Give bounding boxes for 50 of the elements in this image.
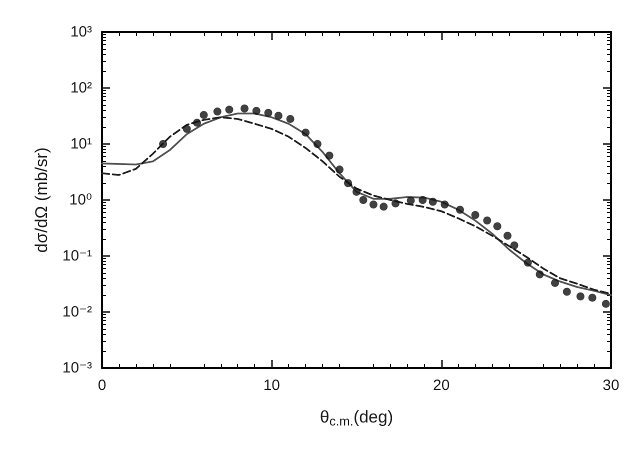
point — [200, 110, 208, 119]
point — [274, 112, 282, 120]
point — [302, 128, 310, 137]
point — [264, 108, 272, 117]
x-tick-label: 30 — [602, 377, 620, 394]
y-tick-label: 10⁰ — [69, 192, 92, 208]
y-tick-label: 10⁻² — [62, 304, 92, 320]
point — [325, 152, 334, 160]
point — [602, 300, 610, 308]
point — [369, 200, 378, 209]
point — [252, 106, 260, 115]
point — [551, 278, 560, 287]
x-tick-label: 0 — [98, 377, 106, 394]
point — [576, 292, 584, 300]
y-tick-label: 10² — [70, 80, 92, 96]
point — [225, 106, 234, 114]
point — [240, 104, 249, 113]
point — [213, 108, 222, 116]
point — [336, 166, 344, 174]
point — [456, 206, 464, 214]
point — [493, 222, 502, 230]
point — [483, 216, 492, 225]
point — [504, 232, 512, 240]
y-tick-label: 10¹ — [70, 136, 92, 152]
point — [562, 288, 571, 296]
point — [406, 196, 415, 204]
point — [418, 196, 427, 204]
x-tick-label: 10 — [263, 377, 280, 394]
point — [536, 270, 544, 278]
point — [392, 199, 400, 208]
point — [588, 294, 596, 302]
point — [380, 202, 388, 211]
point — [286, 114, 294, 123]
point — [159, 140, 168, 148]
point — [428, 198, 437, 206]
point — [313, 140, 322, 148]
y-axis-title: dσ/dΩ (mb/sr) — [32, 147, 51, 253]
point — [193, 118, 202, 127]
point — [182, 124, 191, 133]
point — [524, 258, 532, 267]
point — [471, 210, 480, 219]
y-tick-label: 10⁻¹ — [62, 248, 92, 264]
point — [510, 241, 518, 250]
y-tick-label: 10³ — [70, 24, 92, 40]
point — [440, 200, 449, 209]
point — [344, 179, 352, 188]
x-tick-label: 20 — [432, 377, 450, 394]
point — [359, 196, 368, 204]
point — [352, 188, 360, 196]
y-tick-label: 10⁻³ — [62, 360, 92, 376]
